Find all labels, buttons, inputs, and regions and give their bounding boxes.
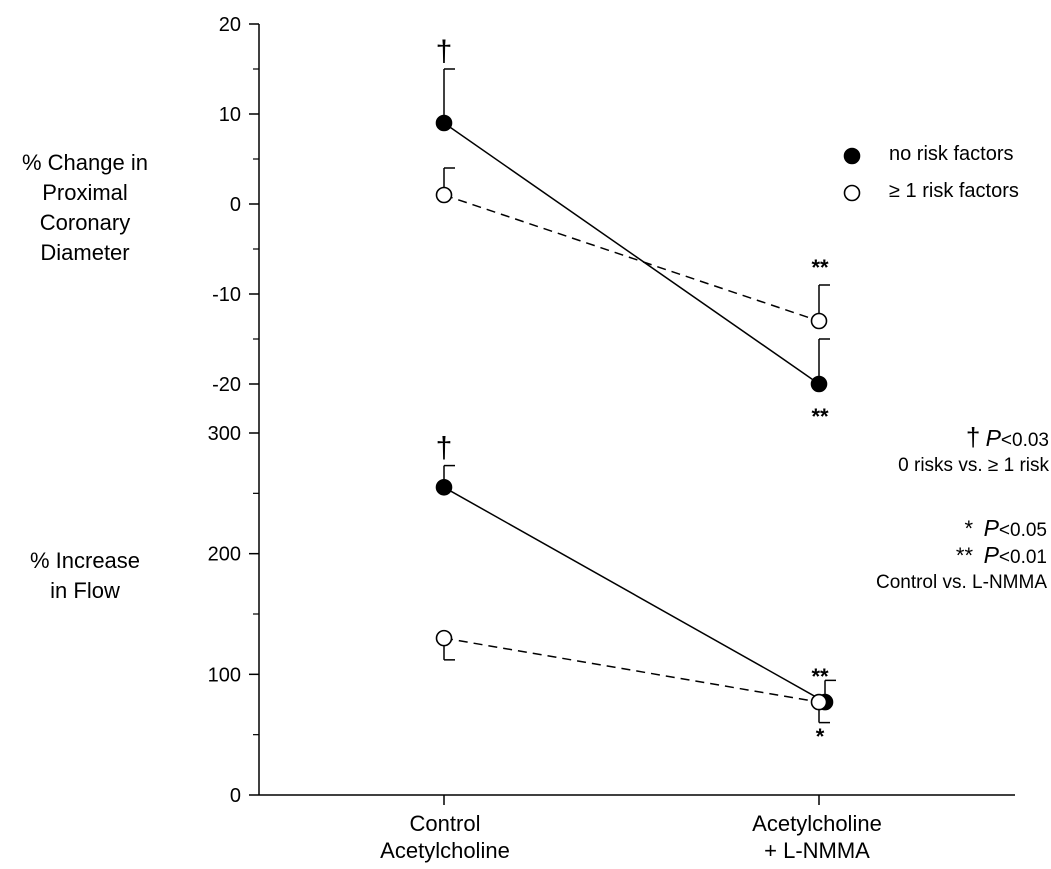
top-significance-mark: ** xyxy=(811,255,829,280)
top-panel-y-axis-label: % Change in Proximal Coronary Diameter xyxy=(0,148,170,268)
x-category-line: Control xyxy=(409,811,481,836)
one-star-p: P xyxy=(983,515,999,541)
bottom-y-tick-label: 300 xyxy=(208,423,241,445)
bottom-series-line-risk xyxy=(443,637,820,703)
top-series-line-risk xyxy=(443,194,820,322)
one-star-line: * P<0.05 xyxy=(747,516,1047,543)
bottom-data-point-risk xyxy=(810,693,828,711)
x-category-line: Acetylcholine xyxy=(752,811,882,836)
top-y-tick-label: 20 xyxy=(219,14,241,36)
top-data-point-no-risk xyxy=(810,375,828,393)
bottom-ylabel-line: % Increase xyxy=(29,548,141,573)
bottom-dagger-mark: † xyxy=(436,432,453,465)
top-y-tick-label: 10 xyxy=(219,104,241,126)
dagger-description: 0 risks vs. ≥ 1 risk xyxy=(898,455,1049,476)
bottom-y-tick-label: 100 xyxy=(208,664,241,686)
dagger-symbol: † xyxy=(965,422,981,452)
legend-marker-no-risk xyxy=(843,147,861,165)
dagger-p: P xyxy=(985,425,1001,451)
dagger-note-line: † P<0.03 xyxy=(749,422,1049,453)
legend-label-no-risk: no risk factors xyxy=(889,143,1014,165)
top-series-line-no-risk xyxy=(443,122,820,385)
bottom-data-point-no-risk xyxy=(435,478,453,496)
bottom-y-tick-label: 0 xyxy=(230,785,241,807)
top-ylabel-line: % Change in xyxy=(22,150,148,175)
x-category-lnmma: Acetylcholine + L-NMMA xyxy=(717,810,917,864)
bottom-panel-y-axis-label: % Increase in Flow xyxy=(0,546,170,606)
top-y-tick-label: -10 xyxy=(212,284,241,306)
two-star-p-value: <0.01 xyxy=(998,547,1047,568)
two-star-line: ** P<0.01 xyxy=(747,543,1047,570)
one-star-symbol: * xyxy=(964,516,974,541)
bottom-significance-mark: ** xyxy=(811,664,829,689)
two-star-symbol: ** xyxy=(955,543,974,568)
top-y-tick-label: -20 xyxy=(212,374,241,396)
two-star-p: P xyxy=(983,542,999,568)
legend-label-risk: ≥ 1 risk factors xyxy=(889,180,1019,202)
legend-marker-risk xyxy=(843,184,861,202)
top-data-point-risk xyxy=(810,312,828,330)
top-significance-mark: ** xyxy=(811,404,829,429)
x-category-line: Acetylcholine xyxy=(380,838,510,863)
star-note: * P<0.05 ** P<0.01 Control vs. L-NMMA xyxy=(747,516,1047,595)
top-ylabel-line: Coronary xyxy=(39,210,131,235)
top-ylabel-line: Proximal xyxy=(42,180,128,205)
bottom-y-tick-label: 200 xyxy=(208,544,241,566)
bottom-ylabel-line: in Flow xyxy=(50,578,120,603)
bottom-series-line-no-risk xyxy=(443,486,826,703)
dagger-note: † P<0.03 0 risks vs. ≥ 1 risk xyxy=(749,422,1049,478)
top-data-point-risk xyxy=(435,186,453,204)
one-star-p-value: <0.05 xyxy=(998,520,1047,541)
bottom-data-point-risk xyxy=(435,629,453,647)
dagger-p-value: <0.03 xyxy=(1000,430,1049,451)
star-description: Control vs. L-NMMA xyxy=(875,572,1047,593)
top-y-tick-label: 0 xyxy=(230,194,241,216)
bottom-significance-mark: * xyxy=(816,724,825,749)
top-dagger-mark: † xyxy=(436,35,453,68)
top-data-point-no-risk xyxy=(435,114,453,132)
x-category-line: + L-NMMA xyxy=(764,838,870,863)
top-ylabel-line: Diameter xyxy=(40,240,130,265)
x-category-control: Control Acetylcholine xyxy=(345,810,545,864)
